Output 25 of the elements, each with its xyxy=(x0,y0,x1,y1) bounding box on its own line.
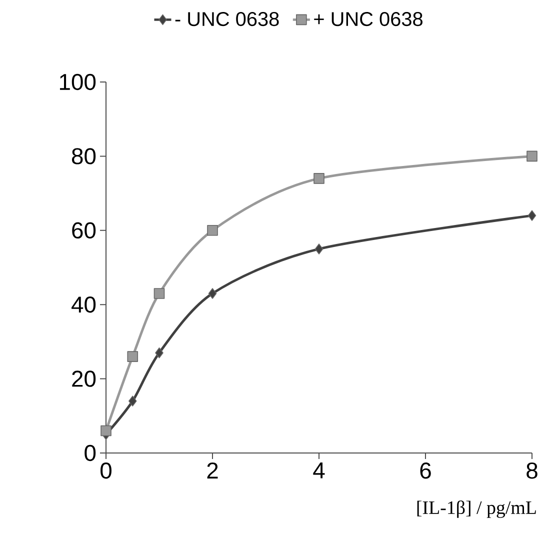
point xyxy=(155,347,164,358)
x-tick-label: 6 xyxy=(420,462,431,479)
point xyxy=(526,150,538,162)
x-tick-label: 2 xyxy=(207,462,218,479)
point xyxy=(207,225,218,236)
y-tick-label: 0 xyxy=(84,444,96,462)
point xyxy=(154,288,165,299)
y-tick-label: 60 xyxy=(72,222,96,239)
legend-label: + UNC 0638 xyxy=(314,12,422,26)
point xyxy=(314,244,324,254)
legend-label: - UNC 0638 xyxy=(175,12,279,26)
y-tick-label: 40 xyxy=(72,296,96,313)
point xyxy=(208,288,217,299)
point xyxy=(127,351,138,362)
y-tick-label: 20 xyxy=(72,370,96,387)
y-tick-label: 100 xyxy=(60,74,96,90)
point xyxy=(528,210,536,221)
point xyxy=(314,173,324,184)
x-tick-label: 8 xyxy=(526,462,538,479)
y-tick-label: 80 xyxy=(72,148,96,164)
point xyxy=(128,396,137,406)
x-tick-label: 4 xyxy=(313,462,325,478)
point xyxy=(100,425,112,436)
x-axis-title: [IL-1β] / pg/mL xyxy=(417,500,536,518)
x-tick-label: 0 xyxy=(100,462,112,479)
